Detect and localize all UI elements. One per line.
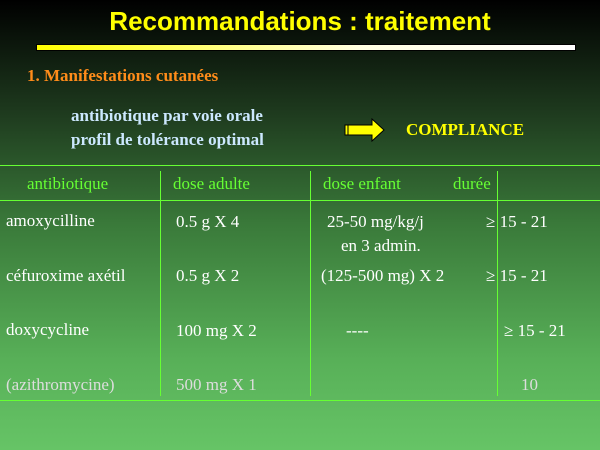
row-1-child-note: en 3 admin. <box>341 236 421 255</box>
row-3-duration: ≥ 15 - 21 <box>504 321 566 340</box>
header-divider <box>0 200 600 201</box>
row-4-duration: 10 <box>521 375 538 394</box>
column-divider <box>160 171 161 396</box>
compliance-label: COMPLIANCE <box>406 120 525 139</box>
title-underline <box>36 44 576 51</box>
note-line-1: antibiotique par voie orale <box>71 106 263 125</box>
row-2-drug: céfuroxime axétil <box>6 266 126 285</box>
row-1-child: 25-50 mg/kg/j <box>327 212 424 231</box>
row-1-drug: amoxycilline <box>6 211 95 230</box>
row-2-adult: 0.5 g X 2 <box>176 266 240 285</box>
row-1-duration: ≥ 15 - 21 <box>486 212 548 231</box>
section-heading: 1. Manifestations cutanées <box>27 66 219 85</box>
header-duree: durée <box>453 174 491 193</box>
row-1-adult: 0.5 g X 4 <box>176 212 240 231</box>
row-4-drug: (azithromycine) <box>6 375 115 394</box>
table-bottom-border <box>0 400 600 401</box>
row-3-drug: doxycycline <box>6 320 90 339</box>
header-antibiotique: antibiotique <box>27 174 109 193</box>
header-dose-adulte: dose adulte <box>173 174 250 193</box>
row-3-adult: 100 mg X 2 <box>176 321 257 340</box>
row-2-child: (125-500 mg) X 2 <box>321 266 445 285</box>
note-line-2: profil de tolérance optimal <box>71 130 264 149</box>
slide-title: Recommandations : traitement <box>109 6 491 36</box>
row-3-child: ---- <box>346 321 369 340</box>
column-divider <box>310 171 311 396</box>
row-2-duration: ≥ 15 - 21 <box>486 266 548 285</box>
row-4-adult: 500 mg X 1 <box>176 375 257 394</box>
header-dose-enfant: dose enfant <box>323 174 401 193</box>
right-arrow-icon <box>344 118 385 142</box>
table-top-border <box>0 165 600 166</box>
column-divider <box>497 171 498 396</box>
